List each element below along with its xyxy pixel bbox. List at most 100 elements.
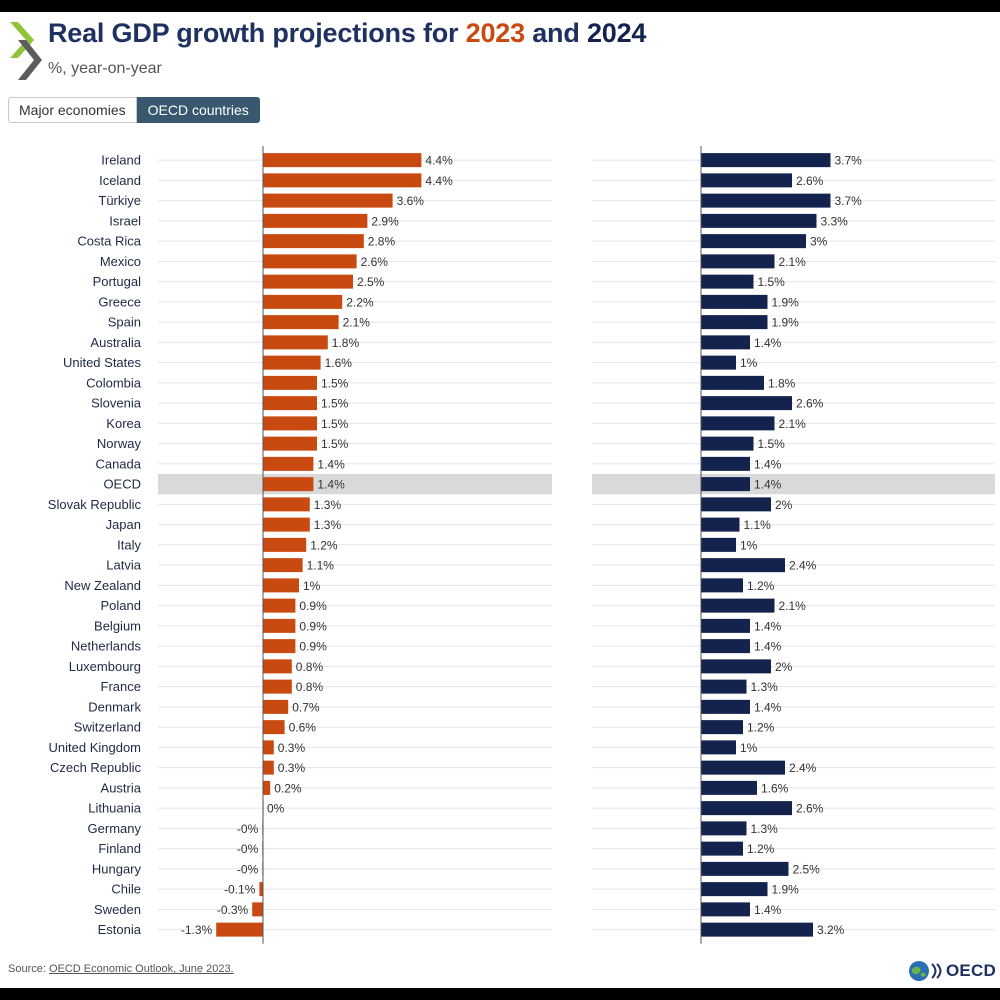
bar-2023 <box>263 234 364 249</box>
category-label: France <box>101 679 141 694</box>
category-label: Denmark <box>88 699 141 714</box>
data-label-2024: 1.1% <box>744 518 772 532</box>
data-label-2024: 2% <box>775 498 793 512</box>
data-label-2024: 2.5% <box>793 862 821 876</box>
bar-2024 <box>701 477 750 492</box>
bar-2024 <box>701 618 750 633</box>
bar-2024 <box>701 699 750 714</box>
bar-2024 <box>701 416 775 431</box>
data-label-2023: 0.9% <box>299 599 327 613</box>
bar-2024 <box>701 558 785 573</box>
data-label-2023: 0.6% <box>289 721 317 735</box>
data-label-2024: 1.4% <box>754 457 782 471</box>
bar-2023 <box>263 497 310 512</box>
data-label-2023: 0.3% <box>278 741 306 755</box>
bar-2024 <box>701 720 743 735</box>
bar-2024 <box>701 497 771 512</box>
category-label: OECD <box>103 477 141 492</box>
bar-2024 <box>701 578 743 593</box>
data-label-2024: 1.4% <box>754 336 782 350</box>
data-label-2024: 3.2% <box>817 923 845 937</box>
data-label-2024: 1.4% <box>754 903 782 917</box>
category-label: Korea <box>106 416 141 431</box>
data-label-2023: 2.5% <box>357 275 385 289</box>
bar-2024 <box>701 659 771 674</box>
category-label: Czech Republic <box>50 760 142 775</box>
data-label-2024: 2% <box>775 660 793 674</box>
source-link[interactable]: OECD Economic Outlook, June 2023. <box>48 963 234 975</box>
category-label: Sweden <box>94 902 141 917</box>
bar-2023 <box>263 274 353 289</box>
category-label: New Zealand <box>64 578 141 593</box>
bar-2024 <box>701 173 792 188</box>
data-label-2024: 2.1% <box>779 599 807 613</box>
data-label-2024: 1% <box>740 538 758 552</box>
title-joiner: and <box>524 18 587 48</box>
data-label-2023: 1.1% <box>307 559 335 573</box>
bar-2024 <box>701 902 750 917</box>
bar-2024 <box>701 801 792 816</box>
bar-2023 <box>263 578 299 593</box>
tab-major-economies[interactable]: Major economies <box>8 97 137 123</box>
category-label: Israel <box>109 213 141 228</box>
data-label-2023: 2.9% <box>371 214 399 228</box>
bar-2023 <box>263 517 310 532</box>
data-label-2024: 1.9% <box>772 883 800 897</box>
category-label: Chile <box>111 882 141 897</box>
bar-2023 <box>263 760 274 775</box>
bar-2024 <box>701 517 740 532</box>
bar-2024 <box>701 922 813 937</box>
category-label: Hungary <box>92 861 142 876</box>
category-label: United Kingdom <box>49 740 142 755</box>
category-label: Luxembourg <box>69 659 141 674</box>
bar-2023 <box>259 882 263 897</box>
data-label-2023: 1.8% <box>332 336 360 350</box>
bar-2023 <box>263 396 317 411</box>
source-note: Source: OECD Economic Outlook, June 2023… <box>8 963 234 975</box>
oecd-arcs-icon <box>931 963 942 979</box>
data-label-2023: 1.5% <box>321 437 349 451</box>
data-label-2024: 1.2% <box>747 842 775 856</box>
data-label-2024: 1.4% <box>754 478 782 492</box>
bar-2024 <box>701 294 768 309</box>
bar-chart: Ireland 4.4% 3.7% Iceland 4.4% 2.6% Türkiye 3.6… <box>48 146 995 944</box>
category-label: Poland <box>101 598 141 613</box>
bar-2023 <box>263 537 307 552</box>
bar-2023 <box>263 558 303 573</box>
data-label-2024: 1.2% <box>747 579 775 593</box>
category-label: Iceland <box>99 173 141 188</box>
category-label: Japan <box>106 517 141 532</box>
data-label-2023: 0.3% <box>278 761 306 775</box>
data-label-2024: 3% <box>810 235 828 249</box>
category-label: Belgium <box>94 618 141 633</box>
data-label-2023: 0% <box>267 802 285 816</box>
bar-2023 <box>263 618 296 633</box>
bar-2023 <box>263 780 271 795</box>
bar-2023 <box>252 902 263 917</box>
data-label-2023: -0% <box>237 822 259 836</box>
oecd-globe-icon <box>909 961 929 981</box>
bar-2023 <box>263 456 314 471</box>
bar-2023 <box>263 315 339 330</box>
data-label-2023: -1.3% <box>181 923 213 937</box>
data-label-2024: 2.6% <box>796 802 824 816</box>
bar-2023 <box>216 922 263 937</box>
bar-2023 <box>263 436 317 451</box>
bar-2024 <box>701 598 775 613</box>
data-label-2023: 1.4% <box>317 478 345 492</box>
bar-2023 <box>263 335 328 350</box>
bar-2024 <box>701 780 757 795</box>
bar-2023 <box>263 254 357 269</box>
data-label-2023: 1.6% <box>325 356 353 370</box>
tab-group: Major economies OECD countries <box>8 97 260 123</box>
data-label-2024: 1.3% <box>751 822 779 836</box>
category-label: Portugal <box>93 274 142 289</box>
data-label-2023: 1.2% <box>310 538 338 552</box>
bar-2024 <box>701 821 747 836</box>
tab-oecd-countries[interactable]: OECD countries <box>136 97 260 123</box>
category-label: Colombia <box>86 375 142 390</box>
title-year-2023: 2023 <box>465 18 525 48</box>
data-label-2023: -0% <box>237 842 259 856</box>
oecd-brand: OECD <box>908 960 996 982</box>
data-label-2024: 2.4% <box>789 761 817 775</box>
